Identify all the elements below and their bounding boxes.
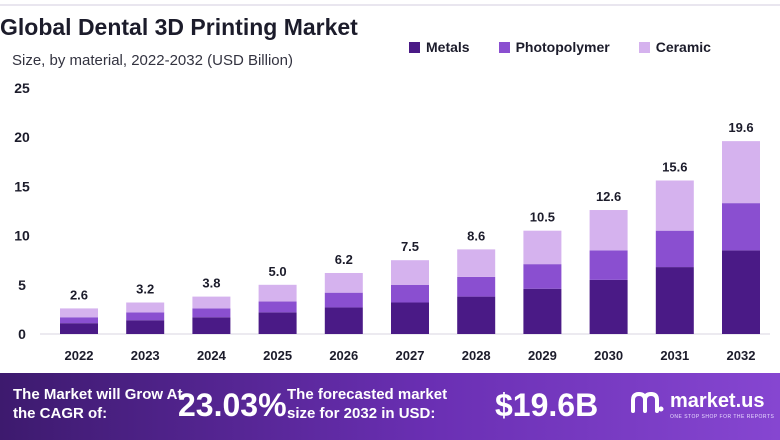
bar-photopolymer-2023 — [126, 312, 165, 321]
total-label-2031: 15.6 — [662, 159, 687, 174]
y-tick-label: 0 — [18, 326, 26, 342]
bar-photopolymer-2026 — [324, 292, 363, 308]
legend-label-ceramic: Ceramic — [655, 39, 711, 55]
bar-ceramic-2025 — [258, 284, 297, 302]
x-tick-label-2028: 2028 — [462, 348, 491, 363]
bar-metals-2026 — [324, 307, 363, 334]
stacked-bar-chart: 05101520252.620223.220233.820245.020256.… — [14, 80, 770, 363]
bar-ceramic-2022 — [60, 308, 98, 318]
bar-photopolymer-2024 — [192, 308, 231, 318]
legend-item-metals: Metals — [409, 39, 470, 55]
y-tick-label: 5 — [18, 277, 26, 293]
x-tick-label-2023: 2023 — [131, 348, 160, 363]
total-label-2032: 19.6 — [728, 120, 753, 135]
x-tick-label-2022: 2022 — [65, 348, 94, 363]
summary-banner: The Market will Grow At the CAGR of: 23.… — [0, 373, 780, 440]
x-tick-label-2027: 2027 — [396, 348, 425, 363]
bar-metals-2030 — [589, 279, 628, 334]
forecast-value: $19.6B — [495, 387, 599, 423]
x-tick-label-2029: 2029 — [528, 348, 557, 363]
bar-metals-2027 — [391, 302, 429, 334]
bar-metals-2028 — [457, 296, 496, 334]
x-tick-label-2026: 2026 — [329, 348, 358, 363]
bar-metals-2031 — [655, 267, 694, 334]
top-divider — [0, 4, 780, 6]
total-label-2030: 12.6 — [596, 189, 621, 204]
bar-ceramic-2028 — [457, 249, 496, 277]
y-tick-label: 15 — [14, 178, 30, 194]
bar-ceramic-2030 — [589, 210, 628, 251]
bar-metals-2032 — [722, 250, 760, 334]
bar-photopolymer-2025 — [258, 301, 297, 313]
y-tick-label: 20 — [14, 129, 30, 145]
cagr-value: 23.03% — [178, 387, 287, 423]
x-tick-label-2032: 2032 — [727, 348, 756, 363]
total-label-2026: 6.2 — [335, 252, 353, 267]
bar-ceramic-2026 — [324, 272, 363, 293]
x-tick-label-2025: 2025 — [263, 348, 292, 363]
forecast-caption: The forecasted market size for 2032 in U… — [287, 386, 448, 422]
legend-label-metals: Metals — [426, 39, 470, 55]
y-tick-label: 10 — [14, 228, 30, 244]
x-tick-label-2030: 2030 — [594, 348, 623, 363]
total-label-2023: 3.2 — [136, 282, 154, 297]
bar-metals-2024 — [192, 317, 231, 334]
total-label-2025: 5.0 — [269, 264, 287, 279]
total-label-2029: 10.5 — [530, 210, 555, 225]
x-tick-label-2031: 2031 — [660, 348, 689, 363]
bar-photopolymer-2032 — [722, 203, 760, 251]
cagr-caption: The Market will Grow At the CAGR of: — [13, 386, 183, 422]
legend-label-photopolymer: Photopolymer — [515, 39, 610, 55]
bar-ceramic-2031 — [655, 180, 694, 231]
bar-ceramic-2027 — [391, 260, 429, 285]
brand-name: market.us — [670, 390, 765, 412]
chart-subtitle: Size, by material, 2022-2032 (USD Billio… — [12, 52, 293, 69]
legend: Metals Photopolymer Ceramic — [409, 38, 740, 56]
market-us-logo-icon — [631, 391, 664, 413]
bar-photopolymer-2022 — [60, 317, 98, 324]
legend-swatch-ceramic — [638, 41, 650, 53]
bar-photopolymer-2029 — [523, 264, 562, 289]
legend-swatch-metals — [409, 41, 420, 53]
total-label-2027: 7.5 — [401, 239, 419, 254]
legend-swatch-photopolymer — [498, 41, 510, 53]
total-label-2024: 3.8 — [202, 276, 220, 291]
chart-title: Global Dental 3D Printing Market — [0, 14, 358, 40]
brand-tagline: ONE STOP SHOP FOR THE REPORTS — [670, 414, 775, 420]
bar-metals-2022 — [60, 323, 98, 334]
bar-photopolymer-2031 — [655, 230, 694, 268]
bar-ceramic-2024 — [192, 296, 231, 309]
x-tick-label-2024: 2024 — [197, 348, 227, 363]
bar-ceramic-2023 — [126, 302, 165, 313]
bar-metals-2023 — [126, 320, 165, 334]
bar-ceramic-2032 — [722, 141, 760, 204]
legend-item-photopolymer: Photopolymer — [498, 39, 610, 55]
bar-photopolymer-2027 — [391, 284, 429, 303]
bar-photopolymer-2030 — [589, 250, 628, 280]
bar-photopolymer-2028 — [457, 276, 496, 297]
brand-logo[interactable]: market.us ONE STOP SHOP FOR THE REPORTS — [630, 390, 774, 420]
total-label-2022: 2.6 — [70, 287, 88, 302]
y-tick-label: 25 — [14, 80, 30, 96]
legend-item-ceramic: Ceramic — [638, 39, 711, 55]
total-label-2028: 8.6 — [467, 228, 485, 243]
bar-metals-2029 — [523, 288, 562, 334]
bar-metals-2025 — [258, 312, 297, 334]
bar-ceramic-2029 — [523, 230, 562, 265]
